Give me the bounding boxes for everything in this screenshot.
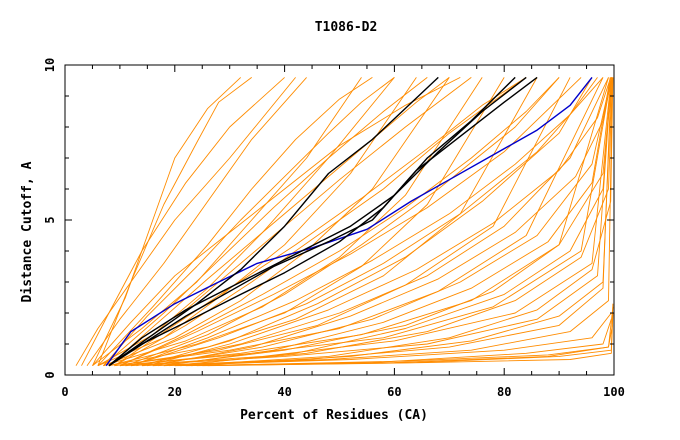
background-series-line — [169, 77, 613, 367]
background-series-line — [174, 77, 612, 367]
y-axis-label: Distance Cutoff, A — [20, 161, 35, 302]
background-series-line — [147, 77, 612, 367]
highlight-series-line-black — [108, 76, 527, 367]
x-axis-label: Percent of Residues (CA) — [240, 408, 428, 423]
background-series-line — [163, 312, 612, 367]
background-series-line — [108, 77, 450, 367]
background-series-line — [97, 77, 417, 367]
background-series-line — [147, 77, 612, 367]
background-series-line — [207, 312, 614, 367]
x-tick-label: 20 — [168, 385, 182, 399]
background-series-line — [119, 77, 582, 367]
x-tick-label: 40 — [277, 385, 291, 399]
background-series-line — [92, 76, 461, 366]
x-tick-label: 60 — [387, 385, 401, 399]
background-series-line — [75, 77, 296, 366]
tick-layer: 0 20 40 60 80 100 0 5 10 — [43, 58, 625, 399]
background-series-line — [103, 77, 395, 366]
background-series-line — [152, 77, 613, 367]
background-series-line — [191, 77, 613, 367]
highlight-series-line-black — [108, 76, 439, 367]
background-series-line — [130, 77, 598, 367]
background-series-line — [163, 77, 611, 367]
background-series-line — [125, 77, 612, 367]
background-series-line — [103, 77, 450, 367]
background-series-line — [81, 77, 285, 366]
background-series-line — [196, 306, 614, 367]
background-series-line — [97, 77, 252, 366]
background-series-line — [103, 77, 483, 367]
y-tick-label: 0 — [43, 371, 57, 378]
background-series-line — [114, 77, 527, 367]
background-series-line — [130, 77, 604, 367]
background-series-line — [92, 77, 362, 367]
background-series-line — [114, 77, 604, 367]
background-series-line — [97, 77, 373, 367]
background-series-line — [114, 77, 527, 367]
background-series-line — [119, 77, 560, 367]
background-series-line — [119, 77, 609, 367]
background-series-line — [180, 77, 614, 367]
y-tick-label: 5 — [43, 216, 57, 223]
highlight-series-line-black — [108, 76, 516, 367]
background-series-line — [108, 77, 505, 367]
x-tick-label: 0 — [61, 385, 68, 399]
highlight-series-line-blue — [105, 76, 593, 367]
background-series-line — [114, 77, 571, 367]
chart-title: T1086-D2 — [315, 20, 378, 35]
background-series-line — [108, 77, 472, 367]
background-series-line — [103, 77, 428, 367]
background-series-line — [125, 77, 560, 367]
x-tick-label: 100 — [603, 385, 625, 399]
background-series-line — [152, 77, 613, 367]
background-series-line — [136, 77, 609, 367]
background-series-line — [141, 77, 593, 367]
background-series-line — [158, 77, 613, 367]
background-series-line — [130, 77, 612, 367]
background-series-line — [119, 77, 612, 367]
background-series-line — [108, 77, 538, 367]
background-series-line — [86, 77, 307, 366]
highlight-series-line-black — [108, 76, 538, 367]
background-series-line — [141, 77, 612, 367]
y-tick-label: 10 — [43, 58, 57, 72]
background-series-line — [97, 77, 395, 367]
x-tick-label: 80 — [497, 385, 511, 399]
series-layer — [75, 76, 614, 367]
